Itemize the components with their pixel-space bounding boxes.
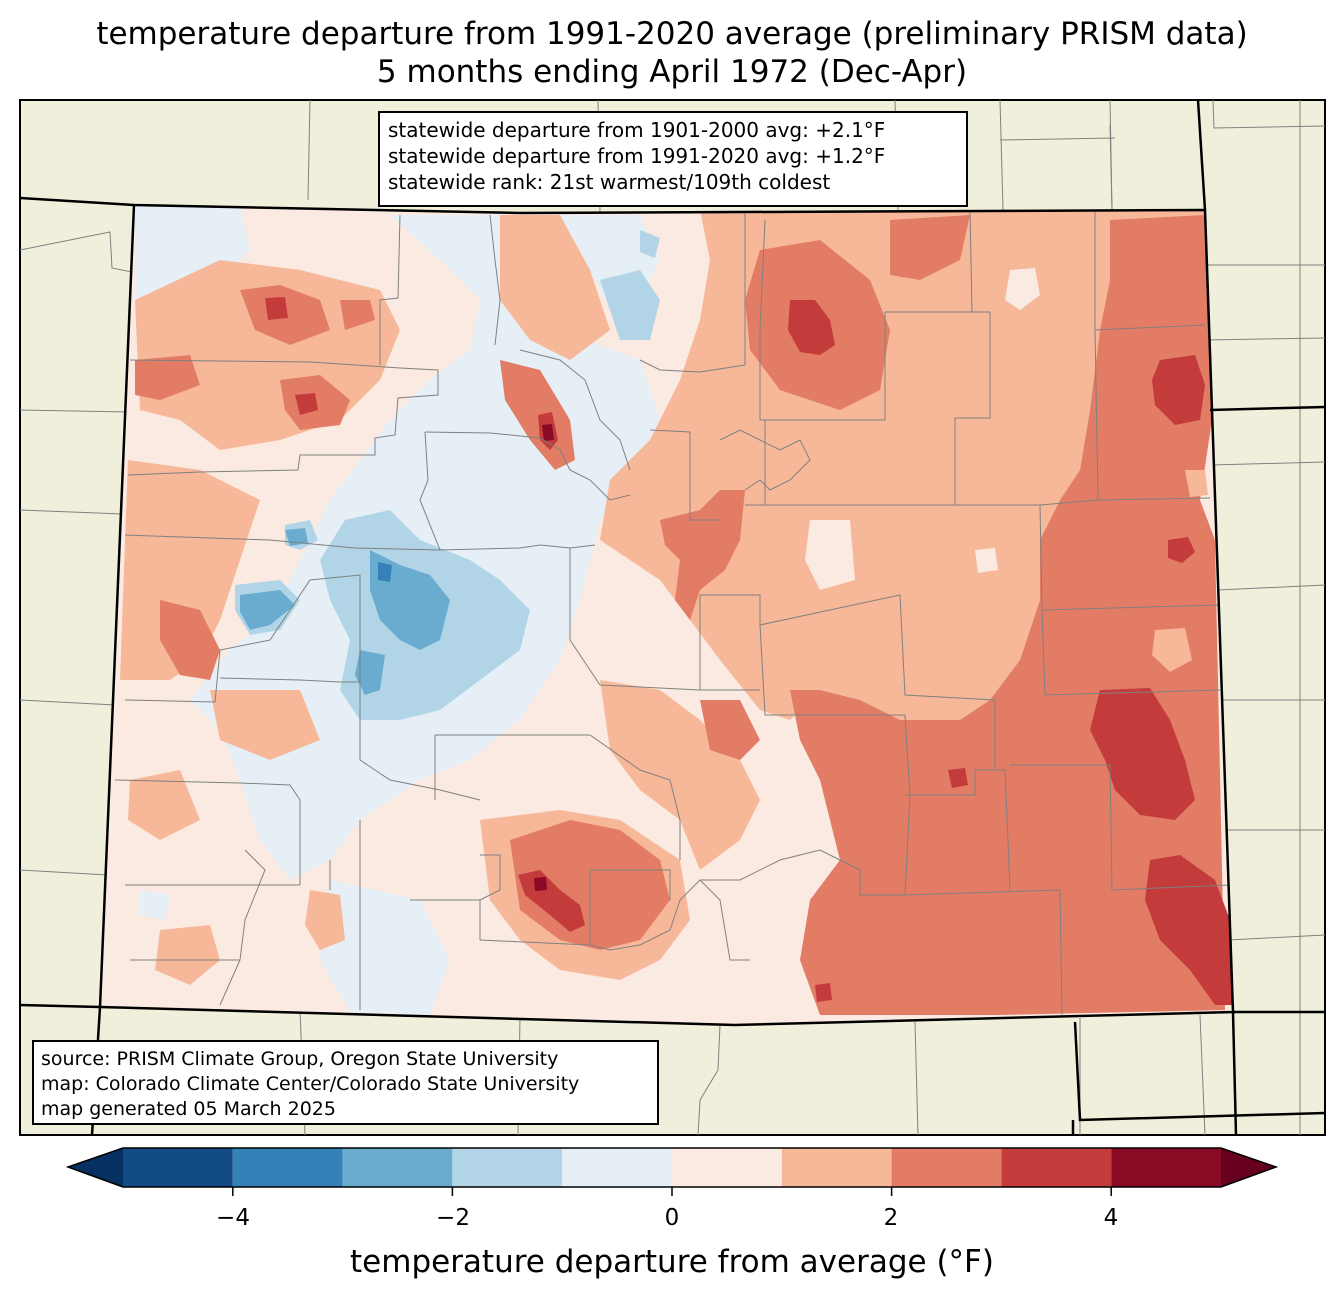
colorbar-tick-label: 2 [883,1205,899,1231]
colorbar-bin [342,1148,453,1187]
colorbar-over-arrow [1221,1148,1276,1187]
map-title-line1: temperature departure from 1991-2020 ave… [96,16,1248,52]
colorbar [65,1147,1279,1196]
colorbar-bin [1001,1148,1112,1187]
colorbar-bin [1111,1148,1221,1187]
colorbar-tick-label: 4 [1103,1205,1119,1231]
colorbar-tick-label: −4 [216,1205,250,1231]
colorbar-under-arrow [68,1148,123,1187]
colorbar-tick-label: 0 [664,1205,680,1231]
colorbar-bin [781,1148,892,1187]
colorbar-bin [562,1148,672,1187]
statewide-stats-box: statewide departure from 1901-2000 avg: … [378,111,968,207]
colorbar-bin [123,1148,233,1187]
colorbar-bin [672,1148,782,1187]
source-line-2: map: Colorado Climate Center/Colorado St… [41,1073,580,1095]
county-lines [114,209,1231,1016]
temperature-field [100,205,1233,1025]
source-box: source: PRISM Climate Group, Oregon Stat… [32,1040,659,1125]
colorbar-bin [232,1148,343,1187]
source-line-1: source: PRISM Climate Group, Oregon Stat… [41,1048,559,1070]
colorbar-tick-label: −2 [436,1205,470,1231]
stats-line-1: statewide departure from 1901-2000 avg: … [388,118,886,142]
source-line-3: map generated 05 March 2025 [41,1098,336,1120]
colorbar-bin [452,1148,563,1187]
colorbar-label: temperature departure from average (°F) [350,1244,994,1280]
map-title-line2: 5 months ending April 1972 (Dec-Apr) [376,54,968,90]
stats-line-3: statewide rank: 21st warmest/109th colde… [388,170,831,194]
stats-line-2: statewide departure from 1991-2020 avg: … [388,144,886,168]
colorbar-bin [891,1148,1002,1187]
